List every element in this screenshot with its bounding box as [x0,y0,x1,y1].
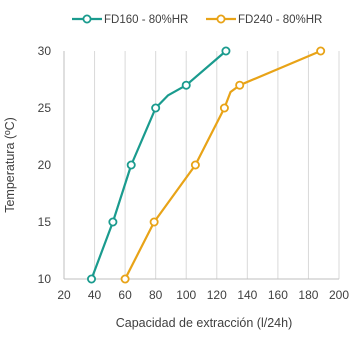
legend: FD160 - 80%HR FD240 - 80%HR [72,14,322,26]
y-tick-label: 10 [38,272,52,286]
x-tick-label: 40 [88,288,102,302]
data-point [149,217,159,227]
axes: 10 15 20 25 30 20 40 60 80 100 120 140 160 180 200 [38,44,350,302]
x-tick-label: 100 [176,288,196,302]
y-tick-label: 15 [38,215,52,229]
data-point [221,46,231,56]
y-tick-label: 30 [38,44,52,58]
data-point [190,160,200,170]
legend-label: FD240 - 80%HR [238,14,322,26]
legend-label: FD160 - 80%HR [104,14,188,26]
data-point [316,46,326,56]
y-tick-label: 20 [38,158,52,172]
x-tick-label: 140 [237,288,257,302]
series-line-2 [124,49,322,281]
legend-marker [216,14,226,24]
x-tick-label: 160 [268,288,288,302]
data-point [108,217,118,227]
data-point [181,80,191,90]
x-tick-label: 80 [149,288,163,302]
x-tick-label: 200 [329,288,349,302]
data-point [87,274,97,284]
legend-marker [82,14,92,24]
data-point [126,160,136,170]
series [87,46,326,284]
x-tick-label: 120 [207,288,227,302]
x-tick-label: 180 [298,288,318,302]
y-axis-label: Temperatura (ºC) [3,117,17,213]
data-point [120,274,130,284]
data-point [219,103,229,113]
x-axis-label: Capacidad de extracción (l/24h) [116,316,293,330]
data-point [235,80,245,90]
series-line-1 [90,49,228,281]
x-tick-label: 60 [118,288,132,302]
data-point [151,103,161,113]
x-tick-label: 20 [57,288,71,302]
y-tick-label: 25 [38,101,52,115]
